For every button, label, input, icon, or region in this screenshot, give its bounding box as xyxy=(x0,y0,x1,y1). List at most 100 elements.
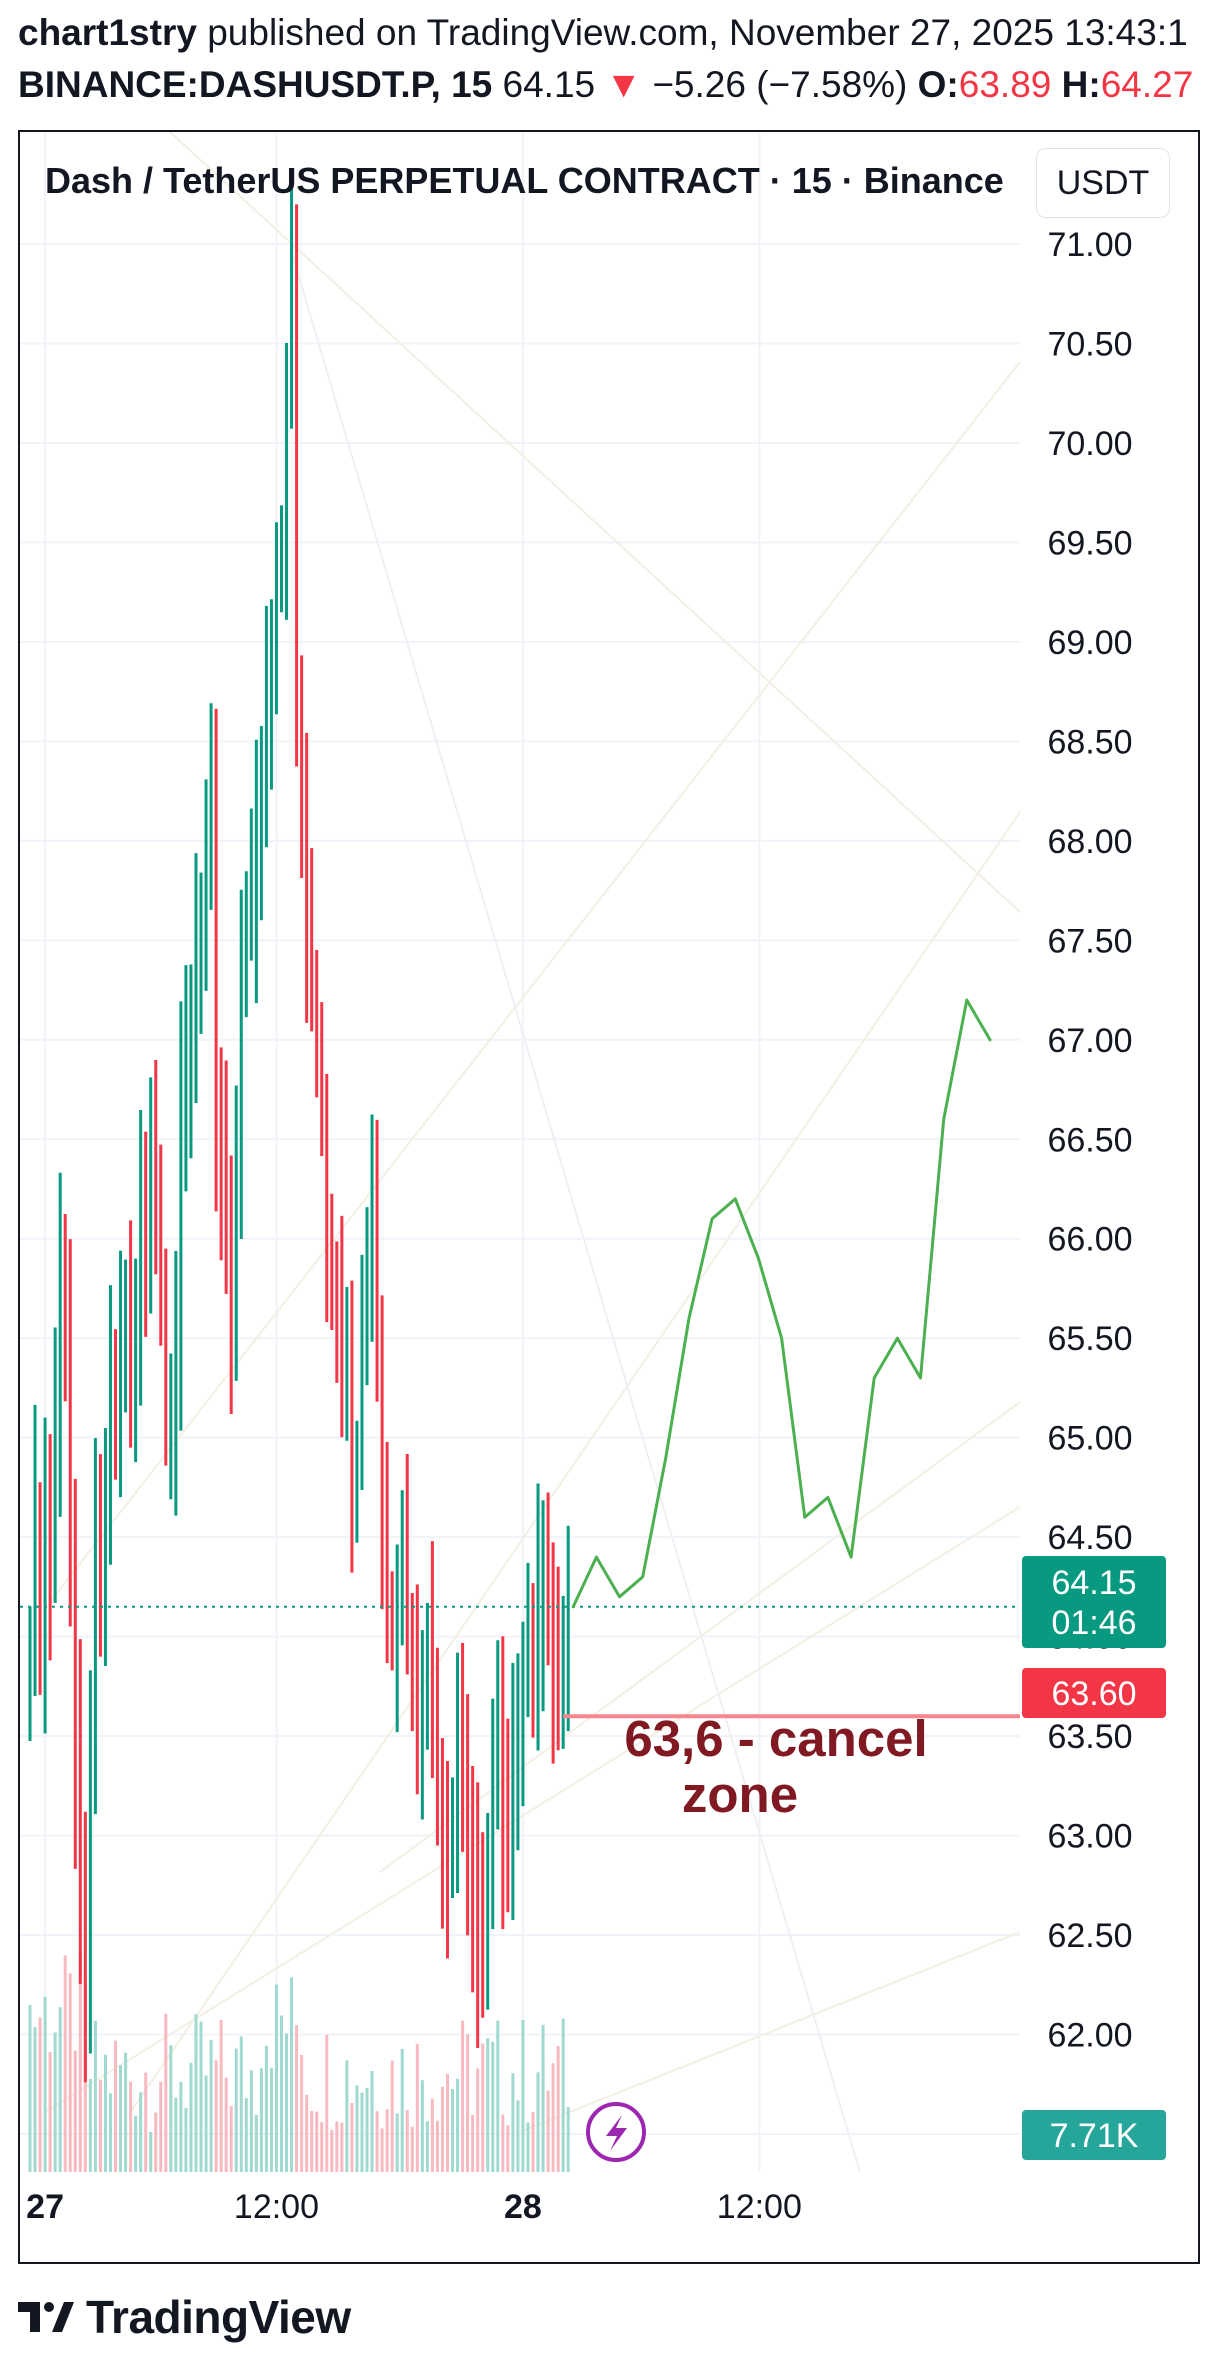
volume-bar xyxy=(219,2019,223,2172)
volume-bar xyxy=(511,2073,515,2172)
open-label: O: xyxy=(917,64,959,105)
volume-bar xyxy=(129,2081,133,2172)
lightning-icon[interactable] xyxy=(586,2102,646,2162)
volume-bar xyxy=(380,2128,384,2172)
y-tick-label: 67.50 xyxy=(1047,922,1132,960)
tradingview-wordmark: TradingView xyxy=(86,2291,351,2343)
y-tick-label: 70.50 xyxy=(1047,325,1132,363)
volume-bar xyxy=(48,2052,52,2172)
ohlc-bars xyxy=(28,181,570,2083)
price-chart[interactable]: 63,6 - cancel zone 71.00 70.50 70.00 69.50 6… xyxy=(20,132,1198,2262)
volume-bar xyxy=(481,2043,485,2172)
volume-bar xyxy=(320,2122,324,2172)
volume-bar xyxy=(98,2079,102,2172)
chart-title: Dash / TetherUS PERPETUAL CONTRACT · 15 … xyxy=(45,160,1004,201)
volume-bar xyxy=(43,1996,47,2172)
volume-bar xyxy=(249,2070,253,2172)
volume-bar xyxy=(204,2075,208,2172)
y-tick-label: 64.50 xyxy=(1047,1519,1132,1557)
y-tick-label: 63.00 xyxy=(1047,1818,1132,1856)
volume-bar xyxy=(68,1973,72,2172)
volume-bar xyxy=(521,2020,525,2172)
volume-bar xyxy=(445,2073,449,2172)
open-value: 63.89 xyxy=(958,64,1052,105)
volume-bar xyxy=(451,2089,455,2172)
y-tick-label: 67.00 xyxy=(1047,1022,1132,1060)
volume-bar xyxy=(244,2098,248,2172)
volume-bar xyxy=(370,2071,374,2172)
volume-bar xyxy=(93,2020,97,2172)
trend-line xyxy=(129,811,1021,2113)
volume-bar xyxy=(38,2017,42,2172)
volume-bar xyxy=(461,2020,465,2172)
volume-bar xyxy=(486,2038,490,2172)
volume-bar xyxy=(234,2048,238,2172)
volume-bar xyxy=(506,2125,510,2172)
volume-bar xyxy=(315,2111,319,2172)
volume-bar xyxy=(78,1952,82,2172)
down-arrow-icon: ▼ xyxy=(605,64,643,105)
y-tick-label: 65.00 xyxy=(1047,1420,1132,1458)
trend-line xyxy=(519,1931,1021,2133)
y-tick-label: 71.00 xyxy=(1047,226,1132,264)
current-price-badge-price: 64.15 xyxy=(1051,1564,1136,1602)
grid-lines xyxy=(20,132,1020,2172)
volume-bar xyxy=(254,2114,258,2172)
volume-bar xyxy=(456,2078,460,2172)
volume-bars xyxy=(28,1952,570,2172)
volume-bar xyxy=(184,2107,188,2172)
y-tick-label: 66.50 xyxy=(1047,1121,1132,1159)
volume-bar xyxy=(425,2121,429,2172)
volume-bar xyxy=(526,2122,530,2172)
y-tick-label: 69.00 xyxy=(1047,624,1132,662)
volume-bar xyxy=(53,2032,57,2172)
publish-info: chart1stry published on TradingView.com,… xyxy=(18,12,1188,54)
price-axis: 71.00 70.50 70.00 69.50 69.00 68.50 68.00 67.50… xyxy=(1047,226,1132,2154)
high-value: 64.27 xyxy=(1100,64,1194,105)
volume-bar xyxy=(415,2043,419,2172)
volume-bar xyxy=(174,2097,178,2172)
y-tick-label: 69.50 xyxy=(1047,524,1132,562)
volume-bar xyxy=(189,2062,193,2172)
volume-bar xyxy=(144,2072,148,2172)
volume-bar xyxy=(209,2039,213,2172)
volume-bar xyxy=(134,2115,138,2172)
volume-bar xyxy=(73,2050,77,2172)
volume-bar xyxy=(300,2055,304,2172)
y-tick-label: 70.00 xyxy=(1047,425,1132,463)
volume-bar xyxy=(179,2081,183,2172)
volume-bar xyxy=(400,2048,404,2172)
volume-bar xyxy=(365,2087,369,2172)
y-tick-label: 62.50 xyxy=(1047,1917,1132,1955)
volume-bar xyxy=(139,2092,143,2172)
volume-bar xyxy=(169,2045,173,2172)
x-tick-label: 28 xyxy=(504,2188,542,2226)
volume-bar xyxy=(154,2112,158,2172)
volume-bar xyxy=(194,2014,198,2172)
volume-bar xyxy=(435,2120,439,2172)
currency-unit-button[interactable]: USDT xyxy=(1036,148,1170,218)
publish-date: published on TradingView.com, November 2… xyxy=(207,12,1188,53)
volume-bar xyxy=(274,1984,278,2172)
volume-bar xyxy=(531,2112,535,2172)
time-axis: 27 12:00 28 12:00 xyxy=(26,2188,802,2226)
volume-bar xyxy=(501,2114,505,2172)
volume-bar xyxy=(355,2085,359,2172)
chart-frame xyxy=(18,130,1200,2264)
volume-bar xyxy=(491,2041,495,2172)
annotation-line-1: 63,6 - cancel xyxy=(624,1710,927,1767)
tradingview-logo: TradingView xyxy=(18,2290,351,2344)
trend-line xyxy=(290,251,861,2173)
volume-bar xyxy=(360,2092,364,2172)
volume-bar xyxy=(375,2111,379,2172)
volume-bar xyxy=(224,2077,228,2172)
volume-bar xyxy=(350,2103,354,2172)
volume-bar xyxy=(164,2013,168,2172)
volume-bar xyxy=(214,2060,218,2172)
current-price-badge-countdown: 01:46 xyxy=(1051,1604,1136,1642)
volume-bar xyxy=(159,2081,163,2172)
tradingview-logo-icon xyxy=(18,2302,74,2332)
volume-bar xyxy=(541,2024,545,2172)
y-tick-label: 66.00 xyxy=(1047,1221,1132,1259)
volume-badge-text: 7.71K xyxy=(1050,2117,1139,2155)
